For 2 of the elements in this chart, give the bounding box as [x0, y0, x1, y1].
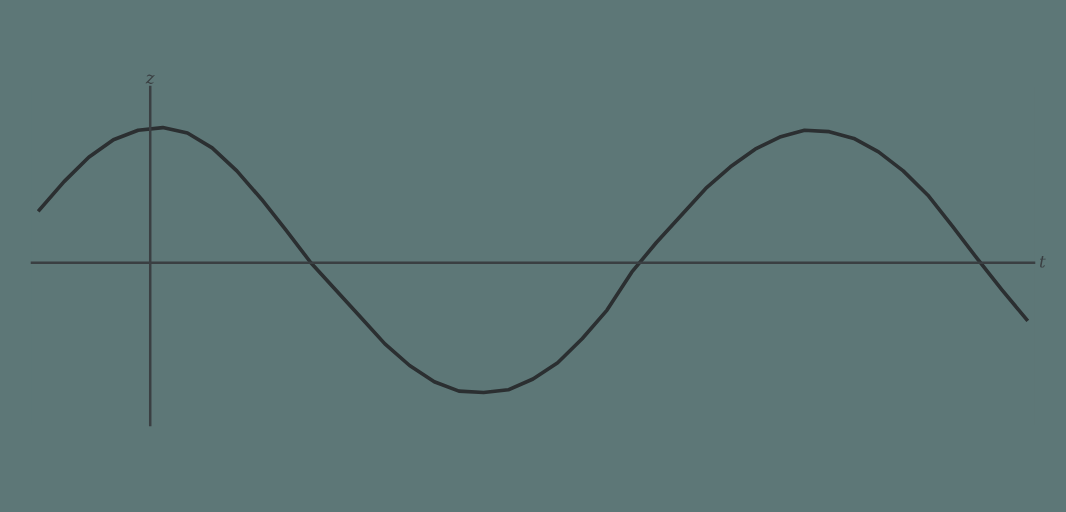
y-axis-title: z	[145, 74, 155, 84]
x-axis-title: t	[1039, 256, 1046, 268]
